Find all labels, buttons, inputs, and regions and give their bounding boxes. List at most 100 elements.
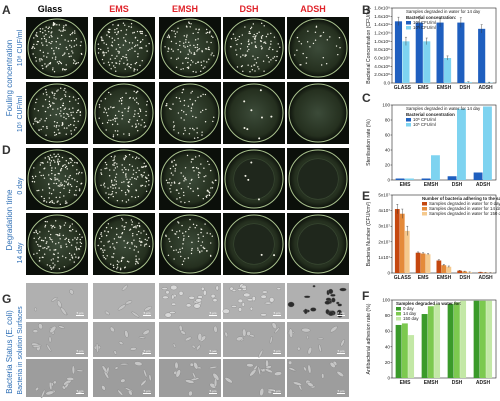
colony <box>53 249 55 251</box>
colony <box>188 228 190 230</box>
colony <box>209 233 211 235</box>
colony <box>203 167 205 169</box>
bacterium <box>143 369 148 378</box>
bar <box>457 270 463 273</box>
scale-bar-label: 5 μm <box>77 311 84 315</box>
colony <box>114 248 116 250</box>
colony <box>57 89 59 91</box>
colony <box>65 257 67 259</box>
bar <box>478 272 483 273</box>
colony <box>143 245 146 247</box>
colony <box>65 243 67 245</box>
colony <box>68 189 71 192</box>
colony <box>73 129 76 131</box>
colony <box>110 194 112 196</box>
colony <box>131 235 134 237</box>
bacterium <box>76 369 84 372</box>
colony <box>52 258 54 260</box>
colony <box>50 32 52 34</box>
colony <box>104 161 107 164</box>
bacterium <box>178 325 183 332</box>
colony <box>116 33 118 36</box>
surface-feature <box>264 301 272 305</box>
colony <box>42 125 44 128</box>
colony <box>39 231 41 233</box>
colony <box>107 61 110 63</box>
colony <box>255 62 258 64</box>
colony <box>43 168 45 170</box>
colony <box>114 66 116 69</box>
colony <box>56 24 58 26</box>
colony <box>113 39 116 41</box>
colony <box>137 112 139 115</box>
colony <box>191 103 194 105</box>
colony <box>187 53 189 56</box>
colony <box>165 235 167 237</box>
degradation-row-1: 0 day <box>17 177 24 195</box>
colony <box>200 64 203 67</box>
colony <box>137 55 139 58</box>
colony <box>269 46 271 49</box>
colony <box>138 115 141 118</box>
colony <box>48 158 51 161</box>
colony <box>123 167 126 169</box>
petri-dish <box>223 17 285 79</box>
dish-plate <box>94 149 154 209</box>
colony <box>236 54 238 56</box>
colony <box>47 106 49 109</box>
colony <box>187 61 189 64</box>
colony <box>128 153 131 156</box>
colony <box>116 260 119 262</box>
colony <box>201 131 203 133</box>
colony <box>78 256 80 258</box>
colony <box>59 238 61 240</box>
colony <box>181 224 183 227</box>
colony <box>39 171 41 173</box>
panel-letter-b: B <box>362 3 371 17</box>
bar <box>447 176 457 180</box>
dish-plate <box>94 18 154 78</box>
colony <box>181 247 184 249</box>
colony <box>63 112 65 115</box>
colony <box>98 237 101 240</box>
colony <box>140 30 142 33</box>
category-label: EMSH <box>424 182 439 188</box>
scale-bar <box>337 315 345 316</box>
colony <box>58 233 61 235</box>
colony <box>197 174 200 176</box>
colony <box>192 158 194 160</box>
colony <box>177 221 179 223</box>
colony <box>246 45 249 48</box>
colony <box>60 98 62 101</box>
colony <box>141 32 143 35</box>
colony <box>81 236 83 238</box>
colony <box>184 201 186 204</box>
scale-bar <box>143 353 151 354</box>
y-axis-label: Antibacterial adhesion rate (%) <box>366 303 372 374</box>
colony <box>190 52 193 54</box>
colony <box>125 33 127 36</box>
colony <box>305 62 308 64</box>
bar <box>483 106 492 180</box>
colony <box>108 119 110 121</box>
colony <box>200 70 202 73</box>
colony <box>260 22 263 25</box>
colony <box>186 34 188 36</box>
y-tick-label: 80 <box>385 118 391 123</box>
bacterium <box>288 367 296 371</box>
bacterium <box>267 388 276 392</box>
colony <box>70 161 72 164</box>
colony <box>58 234 61 237</box>
colony <box>142 166 145 168</box>
colony <box>48 187 51 189</box>
petri-dish <box>287 17 349 79</box>
bacterium <box>184 336 192 342</box>
colony <box>75 230 77 232</box>
colony <box>296 36 299 39</box>
colony <box>122 171 125 174</box>
colony <box>173 125 176 127</box>
side-labels: Fouling concentration 10⁸ CUF/ml 10⁵ CUF… <box>5 29 24 394</box>
colony <box>279 46 281 48</box>
colony <box>260 45 262 47</box>
